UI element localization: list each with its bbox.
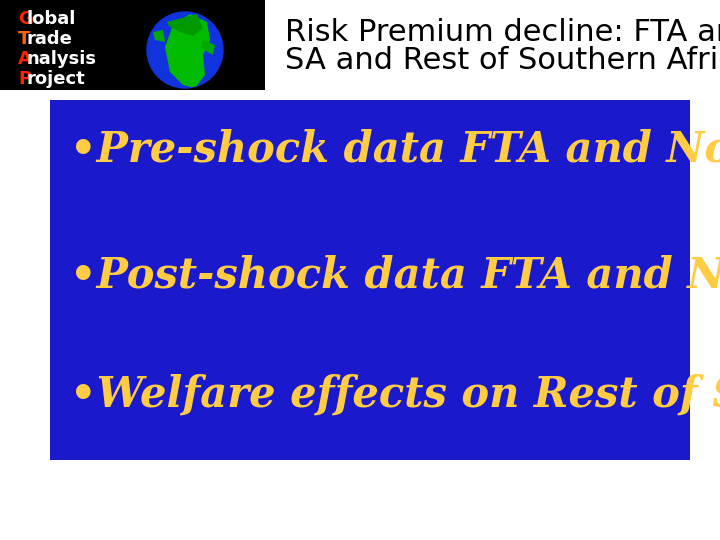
Text: •Welfare effects on Rest of S. Africa: •Welfare effects on Rest of S. Africa	[70, 374, 720, 416]
Polygon shape	[167, 14, 203, 36]
Text: lobal: lobal	[27, 10, 76, 28]
Text: SA and Rest of Southern Africa: SA and Rest of Southern Africa	[285, 46, 720, 75]
Polygon shape	[201, 40, 215, 55]
Bar	[0, 0, 265, 90]
Polygon shape	[165, 14, 210, 88]
Text: •Pre-shock data FTA and Non-FTA: •Pre-shock data FTA and Non-FTA	[70, 129, 720, 171]
Text: A: A	[18, 50, 32, 68]
Text: T: T	[18, 30, 30, 48]
Text: rade: rade	[27, 30, 73, 48]
Circle shape	[147, 12, 223, 88]
Text: nalysis: nalysis	[27, 50, 97, 68]
Circle shape	[147, 12, 223, 88]
Polygon shape	[153, 30, 165, 42]
Text: Risk Premium decline: FTA among: Risk Premium decline: FTA among	[285, 18, 720, 47]
Text: G: G	[18, 10, 33, 28]
Bar	[50, 100, 690, 460]
Text: P: P	[18, 70, 31, 88]
Text: roject: roject	[27, 70, 86, 88]
Text: •Post-shock data FTA and Non-FTA: •Post-shock data FTA and Non-FTA	[70, 254, 720, 296]
